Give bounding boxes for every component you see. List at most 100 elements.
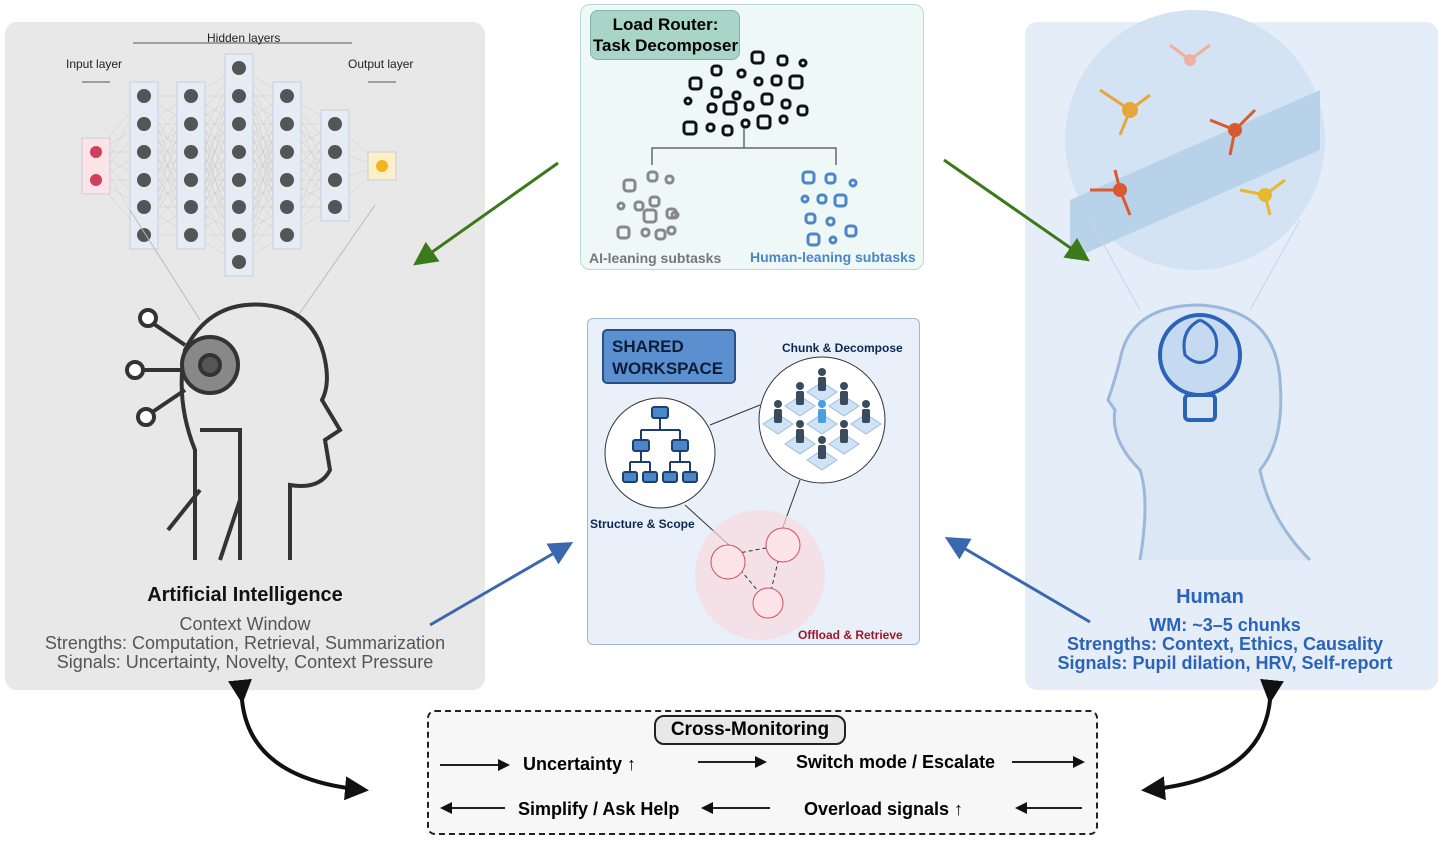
human-title: Human [1176, 586, 1244, 608]
router-to-ai-arrow [413, 161, 559, 266]
structure-scope-label: Structure & Scope [590, 517, 695, 531]
nn-node [232, 173, 246, 187]
human-task-square [816, 193, 828, 205]
human-monitor-double-arrow [1141, 678, 1284, 801]
split-arrow [651, 128, 837, 165]
person-icon [840, 382, 848, 390]
offload-retrieve-label: Offload & Retrieve [798, 628, 903, 642]
nn-node [184, 200, 198, 214]
ai-task-square [670, 210, 680, 220]
task-square [721, 124, 734, 137]
router-title-line2: Task Decomposer [592, 36, 739, 55]
ai-head-icon [125, 302, 343, 561]
task-square [683, 96, 693, 106]
workspace-title-line1: SHARED [612, 337, 684, 356]
workspace-title: SHARED WORKSPACE [602, 329, 736, 384]
ai-task-square [642, 208, 658, 224]
person-body [774, 409, 782, 423]
human-task-square [828, 235, 838, 245]
network-tile [806, 381, 838, 403]
task-square [740, 118, 751, 129]
nn-node [232, 255, 246, 269]
network-tile [806, 449, 838, 471]
nn-node [137, 117, 151, 131]
person-body [796, 429, 804, 443]
person-icon [862, 400, 870, 408]
ai-task-square [616, 225, 631, 240]
human-details: WM: ~3–5 chunks Strengths: Context, Ethi… [1025, 616, 1425, 673]
nn-node [184, 117, 198, 131]
task-square [722, 100, 738, 116]
nn-node [280, 145, 294, 159]
task-square [710, 64, 723, 77]
person-icon [818, 368, 826, 376]
ai-task-square [622, 178, 637, 193]
person-icon [796, 382, 804, 390]
task-squares-icons [616, 50, 858, 247]
person-body [796, 391, 804, 405]
nn-node [280, 228, 294, 242]
nn-node [232, 228, 246, 242]
workspace-title-line2: WORKSPACE [612, 359, 724, 378]
network-tile [806, 413, 838, 435]
person-body [840, 429, 848, 443]
task-square [788, 74, 804, 90]
cross-monitoring-title: Cross-Monitoring [654, 715, 846, 745]
nn-node [232, 61, 246, 75]
person-icon [818, 436, 826, 444]
person-icon [818, 400, 826, 408]
nn-node [184, 145, 198, 159]
human-to-workspace-arrow [944, 536, 1091, 624]
task-square [750, 50, 765, 65]
ai-task-square [633, 200, 645, 212]
human-task-square [804, 212, 817, 225]
human-task-square [824, 172, 837, 185]
human-task-square [844, 224, 858, 238]
overload-label: Overload signals ↑ [804, 799, 964, 819]
task-square [770, 74, 783, 87]
person-body [818, 409, 826, 423]
human-signals: Signals: Pupil dilation, HRV, Self-repor… [1057, 653, 1393, 673]
person-body [862, 409, 870, 423]
projection-line [1249, 219, 1301, 311]
ai-signals: Signals: Uncertainty, Novelty, Context P… [56, 652, 434, 672]
nn-node [184, 173, 198, 187]
workspace-graphics [604, 356, 886, 640]
axon-band [1070, 90, 1320, 260]
nn-node [137, 173, 151, 187]
ai-context-window: Context Window [179, 614, 311, 634]
router-title: Load Router: Task Decomposer [590, 10, 740, 60]
nn-node [328, 200, 342, 214]
person-body [840, 391, 848, 405]
ai-details: Context Window Strengths: Computation, R… [5, 615, 485, 672]
network-tile [828, 433, 860, 455]
task-square [760, 92, 774, 106]
human-strengths: Strengths: Context, Ethics, Causality [1066, 634, 1384, 654]
ai-task-square [654, 228, 667, 241]
nn-node [137, 200, 151, 214]
neural-network-illustration [81, 53, 397, 277]
uncertainty-label: Uncertainty ↑ [523, 754, 637, 774]
nn-node [376, 160, 388, 172]
network-tile [850, 413, 882, 435]
ai-strengths: Strengths: Computation, Retrieval, Summa… [44, 633, 446, 653]
nn-node [328, 117, 342, 131]
task-square [796, 104, 809, 117]
task-square [688, 76, 703, 91]
task-square [682, 120, 698, 136]
network-tile [784, 395, 816, 417]
human-subtasks-label: Human-leaning subtasks [750, 249, 916, 265]
ai-task-square [664, 174, 675, 185]
projection-line [129, 209, 201, 321]
task-square [780, 98, 792, 110]
monitor-arrows [440, 756, 1085, 814]
task-square [743, 100, 755, 112]
nn-node [137, 228, 151, 242]
person-icon [796, 420, 804, 428]
person-body [818, 377, 826, 391]
ai-task-square [666, 225, 677, 236]
nn-node [184, 89, 198, 103]
projection-line [294, 204, 376, 321]
human-task-square [825, 216, 836, 227]
